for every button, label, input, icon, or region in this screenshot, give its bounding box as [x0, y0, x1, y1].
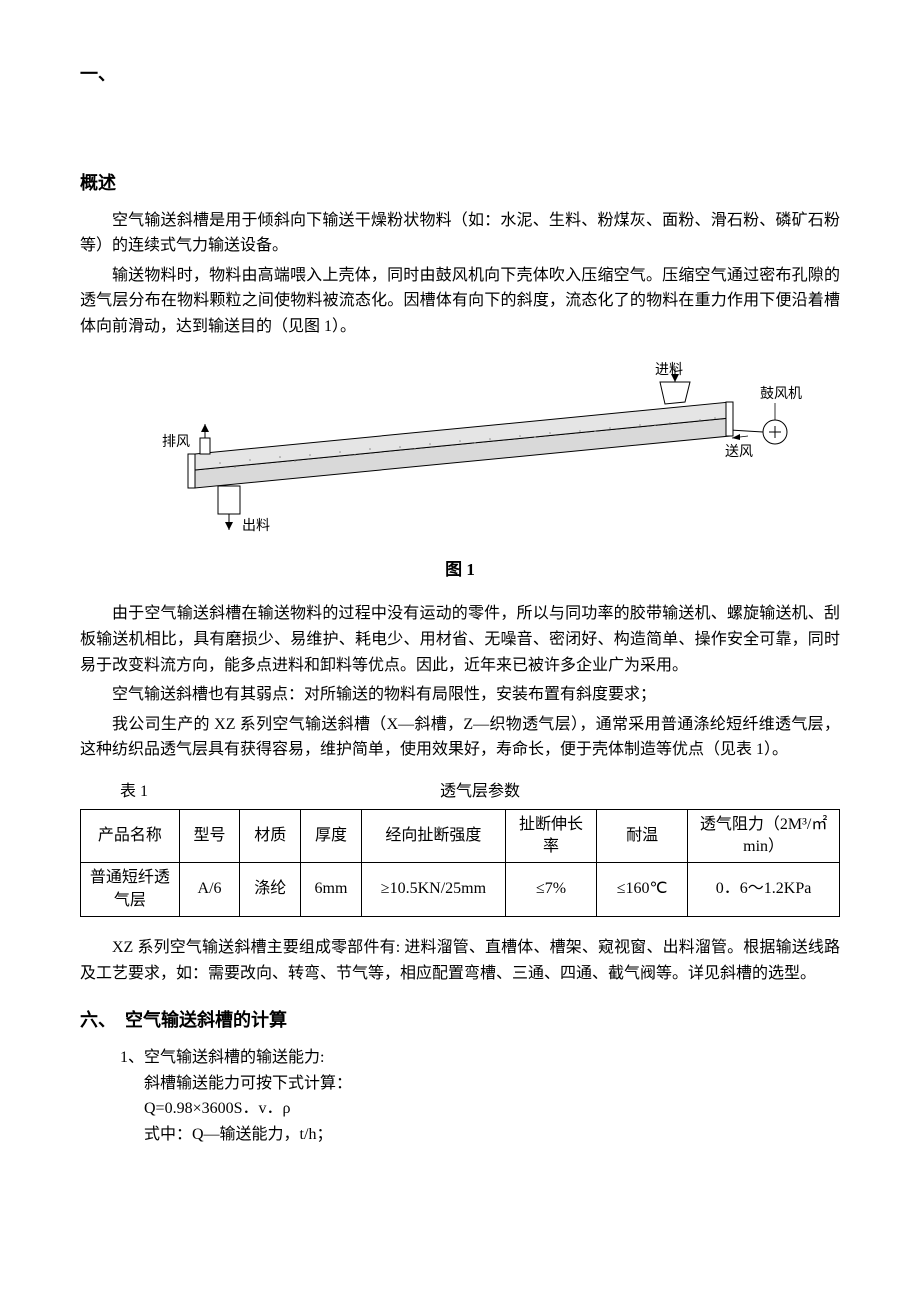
calc-formula: Q=0.98×3600S．v．ρ	[144, 1096, 840, 1122]
chute-diagram-svg: 进料 鼓风机 送风 出料 排风	[100, 358, 820, 538]
paragraph-4: 空气输送斜槽也有其弱点：对所输送的物料有局限性，安装布置有斜度要求；	[80, 682, 840, 708]
label-fan: 鼓风机	[760, 386, 802, 402]
table-header-cell: 型号	[179, 809, 240, 863]
paragraph-6: XZ 系列空气输送斜槽主要组成零部件有: 进料溜管、直槽体、槽架、窥视窗、出料溜…	[80, 935, 840, 986]
overview-heading: 概述	[80, 169, 840, 198]
table-1-title: 透气层参数	[240, 779, 840, 805]
table-cell: ≥10.5KN/25mm	[361, 863, 505, 917]
table-cell: 普通短纤透气层	[81, 863, 180, 917]
table-cell: ≤7%	[506, 863, 597, 917]
table-cell: 6mm	[301, 863, 362, 917]
table-cell: ≤160℃	[597, 863, 688, 917]
figure-1-diagram: 进料 鼓风机 送风 出料 排风	[80, 358, 840, 547]
table-1-title-row: 表 1 透气层参数	[80, 779, 840, 805]
calc-heading: 六、 空气输送斜槽的计算	[80, 1006, 840, 1035]
table-1: 产品名称型号材质厚度经向扯断强度扯断伸长率耐温透气阻力（2M³/㎡min） 普通…	[80, 809, 840, 918]
table-header-cell: 厚度	[301, 809, 362, 863]
table-header-cell: 耐温	[597, 809, 688, 863]
paragraph-3: 由于空气输送斜槽在输送物料的过程中没有运动的零件，所以与同功率的胶带输送机、螺旋…	[80, 601, 840, 678]
table-cell: 0．6～1.2KPa	[688, 863, 840, 917]
paragraph-5: 我公司生产的 XZ 系列空气输送斜槽（X—斜槽，Z—织物透气层），通常采用普通涤…	[80, 712, 840, 763]
table-row: 普通短纤透气层A/6涤纶6mm≥10.5KN/25mm≤7%≤160℃0．6～1…	[81, 863, 840, 917]
calc-line-2: 斜槽输送能力可按下式计算：	[144, 1071, 840, 1097]
calc-line-1: 1、空气输送斜槽的输送能力:	[120, 1045, 840, 1071]
table-cell: A/6	[179, 863, 240, 917]
table-header-cell: 经向扯断强度	[361, 809, 505, 863]
calc-where: 式中：Q—输送能力，t/h；	[144, 1122, 840, 1148]
table-header-cell: 扯断伸长率	[506, 809, 597, 863]
paragraph-1: 空气输送斜槽是用于倾斜向下输送干燥粉状物料（如：水泥、生料、粉煤灰、面粉、滑石粉…	[80, 208, 840, 259]
table-1-label: 表 1	[80, 779, 240, 805]
table-header-cell: 透气阻力（2M³/㎡min）	[688, 809, 840, 863]
table-header-cell: 产品名称	[81, 809, 180, 863]
label-outlet: 出料	[242, 518, 270, 534]
table-header-row: 产品名称型号材质厚度经向扯断强度扯断伸长率耐温透气阻力（2M³/㎡min）	[81, 809, 840, 863]
table-cell: 涤纶	[240, 863, 301, 917]
paragraph-2: 输送物料时，物料由高端喂入上壳体，同时由鼓风机向下壳体吹入压缩空气。压缩空气通过…	[80, 263, 840, 340]
table-header-cell: 材质	[240, 809, 301, 863]
section-number: 一、	[80, 60, 840, 89]
label-air-in: 送风	[725, 444, 753, 460]
label-inlet: 进料	[655, 362, 683, 378]
figure-1-caption: 图 1	[80, 556, 840, 583]
label-air-out: 排风	[162, 434, 190, 450]
